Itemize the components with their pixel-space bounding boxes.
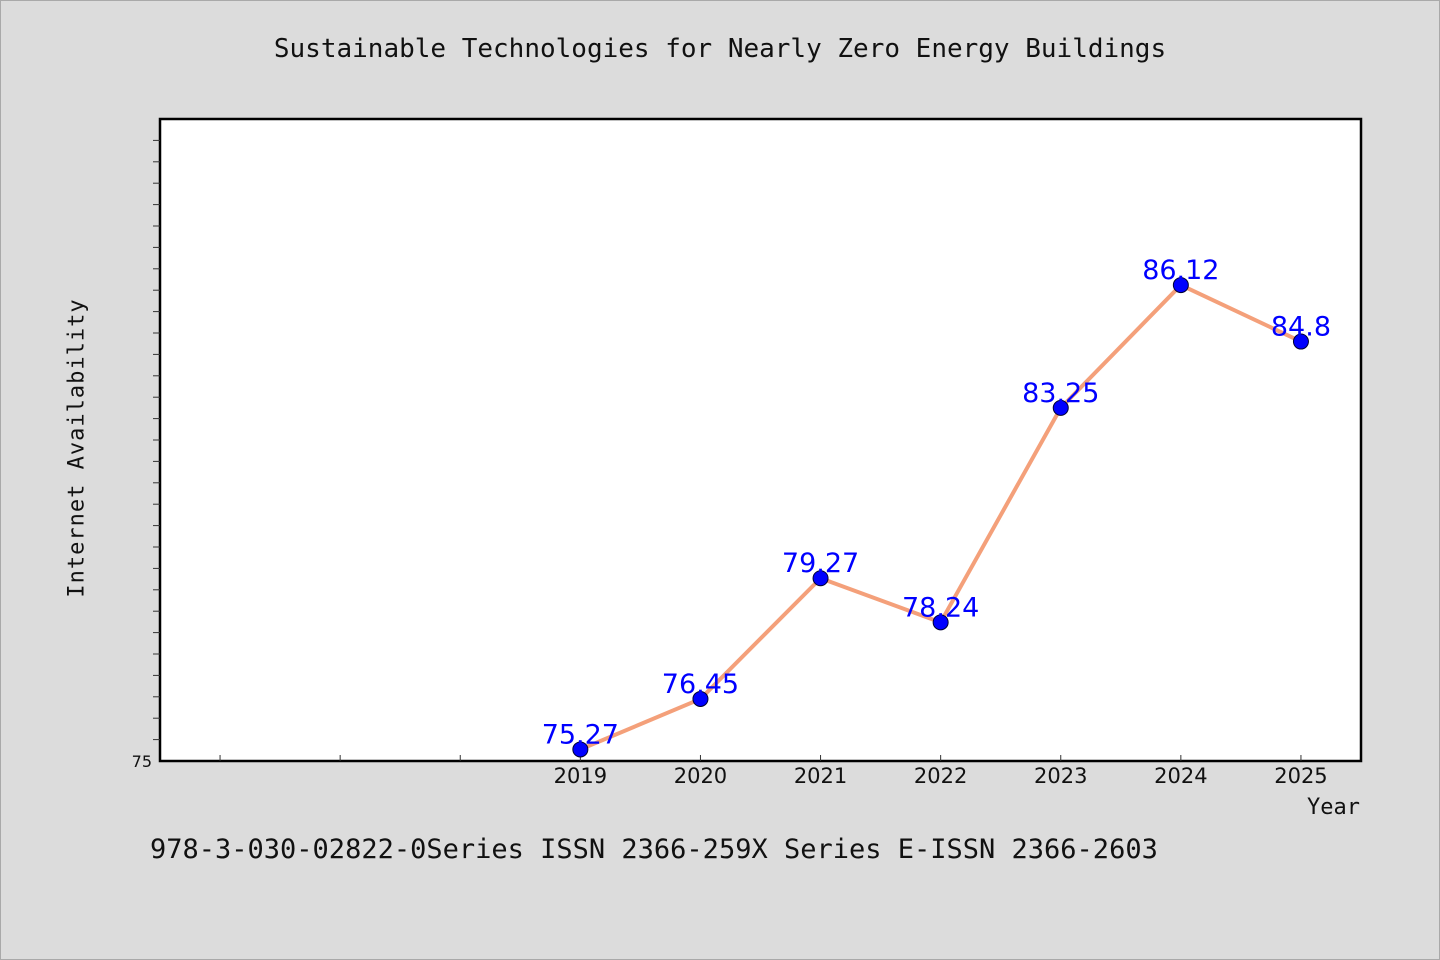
data-label: 76.45 — [662, 669, 739, 700]
y-tick-label: 75 — [132, 752, 152, 771]
x-axis-label: Year — [1307, 795, 1360, 820]
data-point-marker — [1292, 333, 1309, 350]
data-point-marker — [932, 614, 949, 631]
data-label: 79.27 — [782, 548, 859, 579]
data-point-marker — [812, 570, 829, 587]
data-label: 86.12 — [1142, 255, 1219, 286]
data-label: 78.24 — [902, 592, 979, 623]
data-label: 75.27 — [542, 719, 619, 750]
chart-title: Sustainable Technologies for Nearly Zero… — [273, 34, 1167, 64]
plot-area — [158, 117, 1363, 763]
x-tick-label: 2021 — [794, 764, 847, 788]
data-point-marker — [1172, 277, 1189, 294]
data-point-marker — [1052, 399, 1069, 416]
data-label: 83.25 — [1022, 378, 1099, 409]
footer-isbn-issn: 978-3-030-02822-0Series ISSN 2366-259X S… — [150, 834, 1158, 865]
x-tick-label: 2024 — [1154, 764, 1207, 788]
y-axis-label: Internet Availability — [64, 298, 90, 598]
x-tick-label: 2020 — [674, 764, 727, 788]
x-tick-label: 2023 — [1034, 764, 1087, 788]
data-labels: 75.27 76.45 79.27 78.24 83.25 86.12 84.8 — [542, 255, 1331, 750]
series-markers — [572, 277, 1309, 758]
x-tick-label: 2022 — [914, 764, 967, 788]
x-tick-label: 2025 — [1274, 764, 1327, 788]
x-tick-label: 2019 — [554, 764, 607, 788]
data-point-marker — [692, 690, 709, 707]
data-point-marker — [572, 741, 589, 758]
axis-ticks — [153, 139, 1302, 761]
data-label: 84.8 — [1271, 312, 1331, 343]
tick-labels: 75 2019 2020 2021 2022 2023 2024 2025 — [132, 752, 1328, 788]
